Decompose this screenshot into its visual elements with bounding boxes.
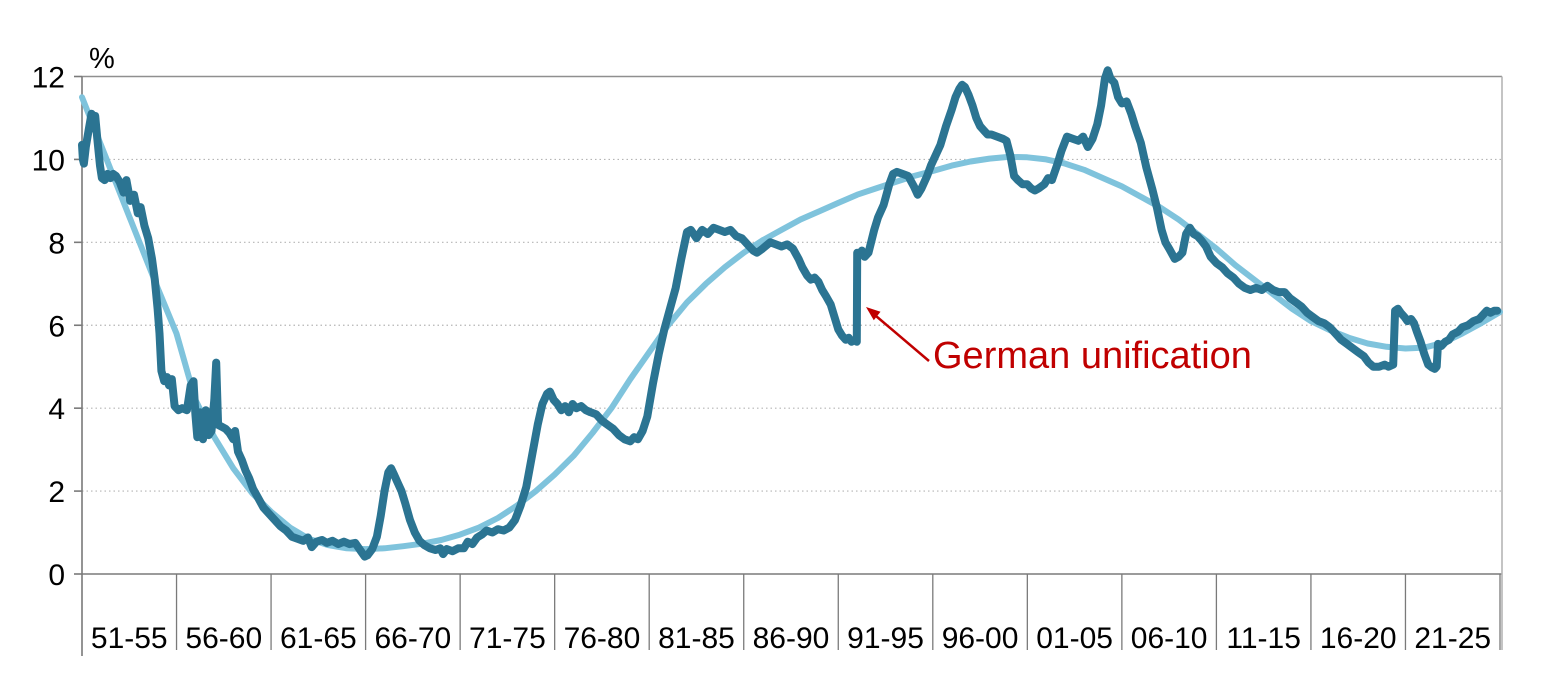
x-tick-label: 21-25 xyxy=(1414,622,1491,655)
y-tick-label: 12 xyxy=(32,62,65,95)
axes: 0 2 4 6 8 10 12 51-55 56-60 61-65 66-70 71-75 76-80 8… xyxy=(32,62,1503,656)
y-tick-label: 2 xyxy=(48,476,65,509)
x-tick-label: 01-05 xyxy=(1036,622,1113,655)
data-series xyxy=(78,66,1503,561)
x-tick-label: 76-80 xyxy=(564,622,641,655)
annotation-arrowhead-icon xyxy=(866,307,881,321)
x-tick-label: 71-75 xyxy=(469,622,546,655)
y-tick-label: 0 xyxy=(48,559,65,592)
x-tick-label: 16-20 xyxy=(1320,622,1397,655)
x-tick-label: 66-70 xyxy=(374,622,451,655)
smoothed-trend-line xyxy=(79,94,1503,553)
x-tick-label: 56-60 xyxy=(185,622,262,655)
x-tick-label: 96-00 xyxy=(942,622,1019,655)
x-tick-label: 11-15 xyxy=(1226,622,1301,655)
unemployment-rate-monthly-line xyxy=(78,66,1502,561)
y-tick-label: 4 xyxy=(48,393,65,426)
x-tick-label: 06-10 xyxy=(1131,622,1208,655)
annotation-arrow-line xyxy=(875,315,930,362)
x-tick-label: 61-65 xyxy=(280,622,357,655)
x-tick-label: 91-95 xyxy=(847,622,924,655)
x-tick-label: 81-85 xyxy=(658,622,735,655)
gridlines xyxy=(82,75,1502,575)
y-tick-label: 6 xyxy=(48,310,65,343)
y-axis-unit-label: % xyxy=(89,43,115,75)
y-tick-label: 10 xyxy=(32,144,65,177)
annotation-german-unification: German unification xyxy=(866,307,1252,377)
annotation-label: German unification xyxy=(933,335,1252,377)
x-tick-label: 51-55 xyxy=(91,622,168,655)
x-tick-label: 86-90 xyxy=(753,622,830,655)
y-tick-label: 8 xyxy=(48,227,65,260)
